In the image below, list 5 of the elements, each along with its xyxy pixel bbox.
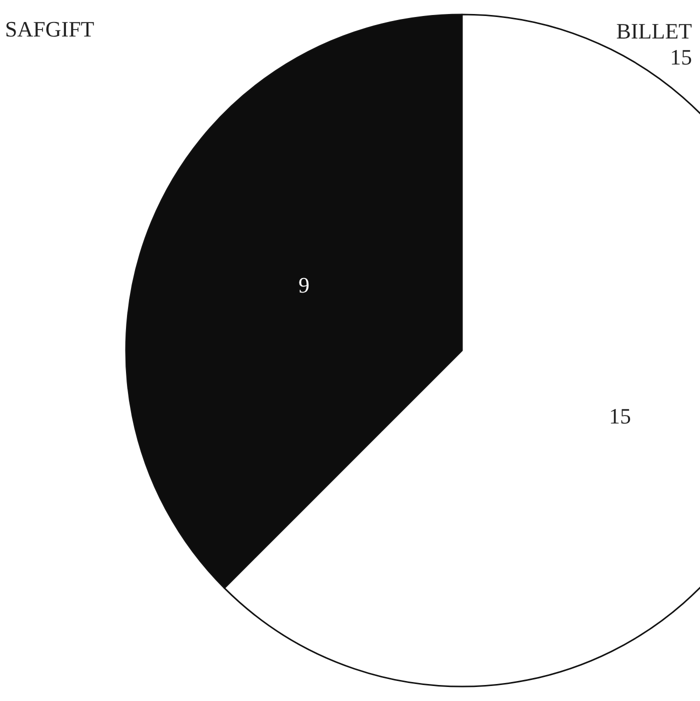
data-label: 9 — [298, 272, 310, 298]
data-label: 15 — [670, 44, 692, 70]
text: BILLET — [616, 18, 693, 44]
text: 15 — [608, 403, 631, 428]
text: SAFGIFT — [5, 16, 95, 42]
